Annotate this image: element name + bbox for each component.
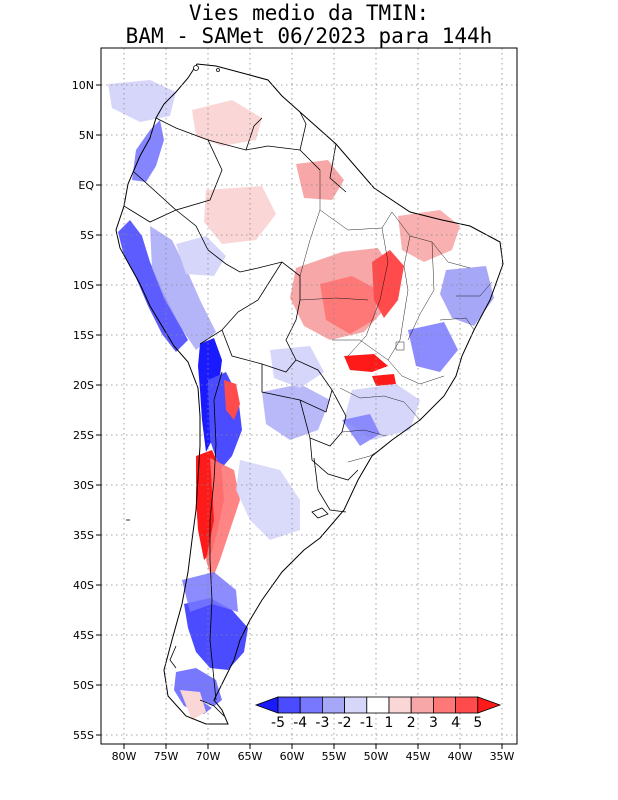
lon-label: 70W [196,750,221,763]
bolivia-light-cold [270,346,324,388]
colorbar-label: 5 [473,715,482,731]
lat-label: 10N [72,79,94,92]
lat-label: 10S [73,279,94,292]
cerrado-hot-stripe [372,250,404,318]
colombia-light-cold [108,80,176,122]
colorbar-right-arrow [477,696,502,714]
lat-label: 5N [79,129,94,142]
central-chile-warm-light [206,458,240,580]
lon-label: 40W [448,750,473,763]
colorbar-bin [388,696,412,714]
grid-lines [101,48,517,744]
lon-label: 55W [322,750,347,763]
northeast-warm [398,210,460,262]
peru-amazon-light-cold [176,236,226,276]
colorbar-bin [432,696,456,714]
tick-marks [96,84,503,749]
plot-frame [100,47,518,745]
colorbar-label: 2 [407,715,416,731]
country-borders [123,111,359,701]
colorbar-bin [410,696,434,714]
colorbar-label: -5 [271,715,285,731]
colorbar-labels: -5 -4 -3 -2 -1 1 2 3 4 5 [271,715,482,731]
lat-label: EQ [78,179,94,192]
lon-label: 60W [280,750,305,763]
longitude-axis-labels: 80W 75W 70W 65W 60W 55W 50W 45W 40W 35W [112,750,515,763]
lat-label: 40S [73,579,94,592]
patagonia-cold-light [182,572,238,612]
lon-label: 50W [364,750,389,763]
lat-label: 30S [73,479,94,492]
patagonia-cold [184,598,248,670]
islands [126,65,329,717]
map-title-line1: Vies medio da TMIN: [188,1,430,25]
lat-label: 25S [73,429,94,442]
andes-cold-coast [118,220,188,352]
lon-label: 45W [406,750,431,763]
colorbar-label: -4 [293,715,307,731]
argentina-cold-pampa [262,384,330,440]
colorbar-label: -2 [338,715,352,731]
lat-label: 55S [73,729,94,742]
minas-hot [372,374,396,386]
cerrado-warm [320,276,378,334]
andes-light-cold [150,226,216,350]
lat-label: 15S [73,329,94,342]
venezuela-warm [192,100,262,146]
andes-cold-north [132,120,164,182]
colorbar-bin [321,696,345,714]
colorbar-label: 1 [385,715,394,731]
south-brazil-cold [342,414,380,446]
colorbar-bin [366,696,390,714]
colorbar-label: -1 [360,715,374,731]
colorbar: -5 -4 -3 -2 -1 1 2 3 4 5 [254,696,502,731]
lon-label: 35W [490,750,515,763]
map-title-line2: BAM - SAMet 06/2023 para 144h [125,24,493,48]
latitude-axis-labels: 10N 5N EQ 5S 10S 15S 20S 25S 30S 35S 40S… [72,79,95,742]
colorbar-bin [455,696,479,714]
colorbar-left-arrow [254,696,279,714]
lon-label: 75W [154,750,179,763]
bias-patches [108,80,494,720]
colorbar-label: 4 [451,715,460,731]
colorbar-label: -3 [315,715,329,731]
lat-label: 35S [73,529,94,542]
lon-label: 65W [238,750,263,763]
amazon-warm-light [204,186,276,244]
lon-label: 80W [112,750,137,763]
argentina-light-cold [236,460,300,540]
colorbar-bin [277,696,301,714]
colorbar-bin [299,696,323,714]
coastline [115,63,504,725]
lat-label: 20S [73,379,94,392]
colorbar-bin [344,696,368,714]
andes-warm-north [224,380,240,420]
colorbar-label: 3 [429,715,438,731]
lat-label: 5S [80,229,94,242]
southern-warm [180,690,206,720]
lat-label: 50S [73,679,94,692]
bahia-cold [408,322,458,372]
map-plot-area [101,48,517,744]
goias-hot [344,354,388,372]
state-borders [299,170,493,463]
lat-label: 45S [73,629,94,642]
